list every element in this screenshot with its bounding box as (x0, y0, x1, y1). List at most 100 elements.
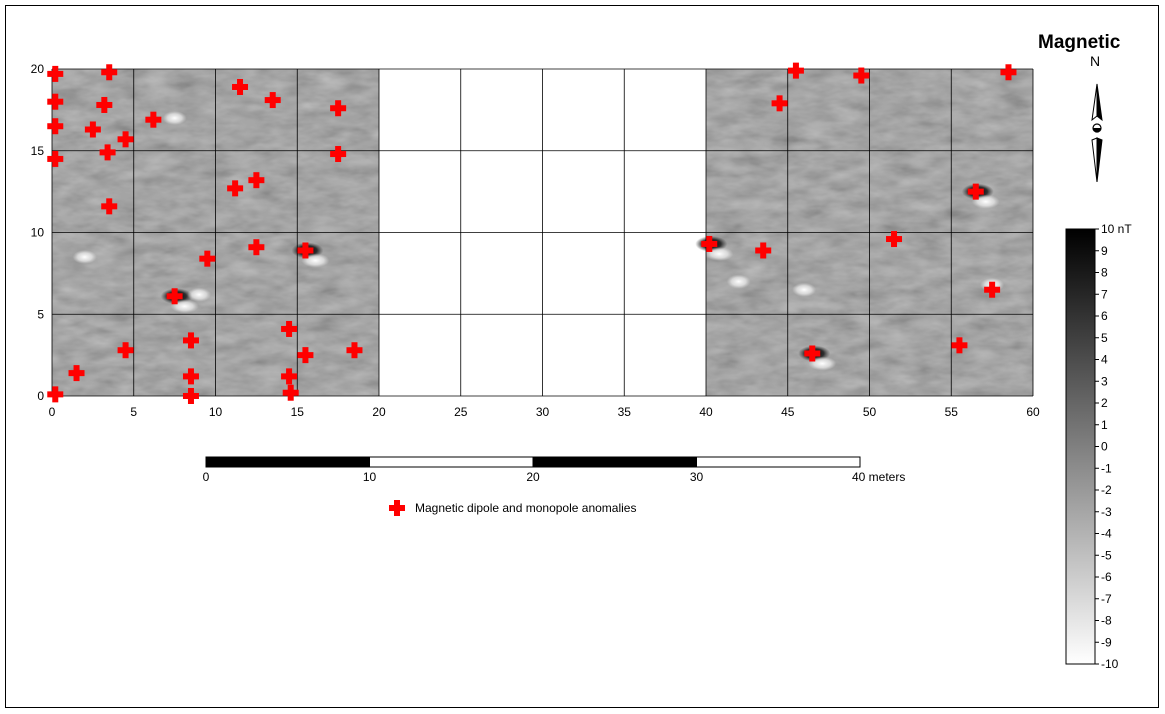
colorbar-tick-label: 5 (1101, 331, 1108, 345)
anomaly-markers (47, 62, 1017, 404)
x-tick-label: 55 (945, 405, 959, 419)
anomaly-marker (984, 281, 1001, 298)
anomaly-marker (101, 64, 118, 81)
scale-bar-segment (532, 456, 697, 468)
colorbar-tick-label: 6 (1101, 309, 1108, 323)
scale-bar-segment (369, 456, 534, 468)
colorbar-tick-label: 2 (1101, 396, 1108, 410)
x-tick-label: 15 (291, 405, 305, 419)
colorbar-tick-label: 7 (1101, 287, 1108, 301)
legend: Magnetic dipole and monopole anomalies (388, 499, 636, 517)
x-tick-label: 0 (49, 405, 56, 419)
anomaly-marker (330, 100, 347, 117)
y-tick-label: 20 (31, 62, 45, 76)
anomaly-marker (47, 65, 64, 82)
scale-bar-label: 30 (690, 470, 704, 484)
light-anomaly (72, 250, 97, 265)
anomaly-marker (771, 95, 788, 112)
x-axis-ticks: 0 5 10 15 20 25 30 35 40 45 50 55 60 (49, 405, 1040, 419)
north-arrow-title: Magnetic (1038, 32, 1121, 53)
colorbar-ticks: 10 nT 9 8 7 6 5 4 3 2 1 0 -1 -2 -3 -4 -5 -6 -7 -8 -9 -10 (1095, 222, 1132, 671)
anomaly-marker (755, 242, 772, 259)
anomaly-marker (99, 144, 116, 161)
light-anomaly (162, 111, 187, 126)
colorbar-tick-label: -1 (1101, 461, 1112, 475)
x-tick-label: 40 (699, 405, 713, 419)
colorbar-tick-label: 10 nT (1101, 222, 1132, 236)
anomaly-marker (166, 288, 183, 305)
colorbar-tick-label: -4 (1101, 527, 1112, 541)
colorbar-tick-label: -10 (1101, 657, 1119, 671)
anomaly-marker (248, 239, 265, 256)
x-tick-label: 45 (781, 405, 795, 419)
colorbar-tick-label: 9 (1101, 244, 1108, 258)
anomaly-marker (346, 342, 363, 359)
anomaly-marker (967, 183, 984, 200)
light-anomaly (792, 282, 817, 297)
scale-bar-label: 10 (363, 470, 377, 484)
anomaly-marker (96, 96, 113, 113)
anomaly-marker (804, 345, 821, 362)
x-tick-label: 20 (372, 405, 386, 419)
anomaly-marker (145, 111, 162, 128)
scale-bar-label: 40 meters (852, 470, 905, 484)
anomaly-marker (117, 342, 134, 359)
north-arrow-pivot-half (1093, 128, 1101, 132)
colorbar-gradient (1065, 228, 1096, 665)
north-arrow-letter: N (1090, 53, 1101, 69)
colorbar-tick-label: -3 (1101, 505, 1112, 519)
y-axis-ticks: 0 5 10 15 20 (31, 62, 45, 403)
anomaly-marker (1000, 64, 1017, 81)
colorbar-tick-label: -6 (1101, 570, 1112, 584)
red-cross-icon (389, 500, 405, 516)
anomaly-marker (47, 93, 64, 110)
scale-bar-segment (205, 456, 370, 468)
x-tick-label: 10 (209, 405, 223, 419)
colorbar-tick-label: -9 (1101, 635, 1112, 649)
legend-label: Magnetic dipole and monopole anomalies (415, 501, 637, 515)
anomaly-marker (101, 198, 118, 215)
north-arrow-upper (1091, 83, 1098, 122)
light-anomaly (187, 287, 212, 302)
anomaly-marker (951, 337, 968, 354)
anomaly-marker (232, 78, 249, 95)
anomaly-marker (330, 146, 347, 163)
anomaly-marker (117, 131, 134, 148)
anomaly-marker (182, 388, 199, 404)
anomaly-marker (227, 180, 244, 197)
north-arrow-lower (1091, 137, 1098, 183)
colorbar: 10 nT 9 8 7 6 5 4 3 2 1 0 -1 -2 -3 -4 -5 -6 -7 -8 -9 -10 (1065, 222, 1132, 671)
colorbar-tick-label: 1 (1101, 418, 1108, 432)
anomaly-marker (282, 384, 299, 401)
colorbar-tick-label: -7 (1101, 592, 1112, 606)
anomaly-marker (199, 250, 216, 267)
anomaly-marker (886, 231, 903, 248)
light-anomaly (726, 274, 751, 289)
north-arrow-lower-shade (1096, 137, 1103, 183)
x-tick-label: 25 (454, 405, 468, 419)
y-tick-label: 15 (31, 144, 45, 158)
anomaly-marker (297, 242, 314, 259)
colorbar-tick-label: -8 (1101, 614, 1112, 628)
x-tick-label: 30 (536, 405, 550, 419)
north-arrow (1091, 83, 1103, 183)
figure-frame (5, 5, 1159, 708)
x-tick-label: 50 (863, 405, 877, 419)
y-tick-label: 0 (37, 389, 44, 403)
colorbar-tick-label: 0 (1101, 440, 1108, 454)
anomaly-marker (281, 368, 298, 385)
anomaly-marker (182, 368, 199, 385)
colorbar-tick-label: -2 (1101, 483, 1112, 497)
north-arrow-upper-shade (1096, 83, 1103, 122)
anomaly-marker (701, 235, 718, 252)
y-tick-label: 5 (37, 307, 44, 321)
colorbar-tick-label: 4 (1101, 353, 1108, 367)
scale-bar-label: 20 (526, 470, 540, 484)
anomaly-marker (787, 62, 804, 79)
anomaly-marker (47, 118, 64, 135)
anomaly-marker (297, 347, 314, 364)
y-tick-label: 10 (31, 226, 45, 240)
anomaly-marker (47, 386, 64, 403)
scale-bar: 0 10 20 30 40 meters (203, 456, 905, 484)
